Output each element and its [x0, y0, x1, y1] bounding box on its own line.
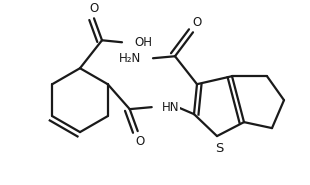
Text: OH: OH: [134, 36, 152, 49]
Text: O: O: [193, 16, 202, 29]
Text: H₂N: H₂N: [119, 52, 141, 65]
Text: HN: HN: [162, 101, 179, 114]
Text: S: S: [215, 142, 223, 155]
Text: O: O: [135, 134, 144, 148]
Text: O: O: [89, 2, 99, 15]
